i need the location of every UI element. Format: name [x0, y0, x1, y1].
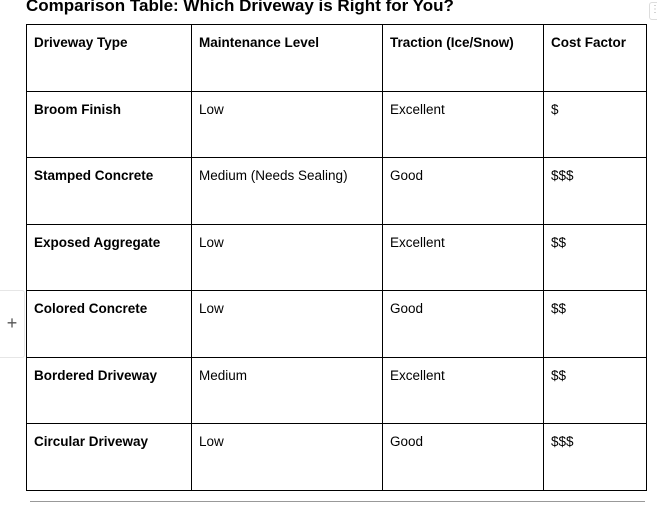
header-cell[interactable]: Cost Factor [543, 24, 647, 92]
table-row: Colored Concrete Low Good $$ [26, 290, 647, 358]
plus-icon: + [6, 313, 18, 333]
maintenance-cell[interactable]: Medium (Needs Sealing) [191, 157, 383, 225]
traction-cell[interactable]: Excellent [382, 356, 544, 424]
table-row: Stamped Concrete Medium (Needs Sealing) … [26, 157, 647, 225]
page-title: Comparison Table: Which Driveway is Righ… [26, 0, 454, 15]
header-cell[interactable]: Driveway Type [26, 24, 192, 92]
cost-cell[interactable]: $$ [543, 290, 647, 358]
driveway-type-cell[interactable]: Colored Concrete [26, 290, 192, 358]
driveway-type-cell[interactable]: Stamped Concrete [26, 157, 192, 225]
driveway-type-cell[interactable]: Exposed Aggregate [26, 223, 192, 291]
traction-cell[interactable]: Good [382, 290, 544, 358]
cost-cell[interactable]: $$ [543, 223, 647, 291]
traction-cell[interactable]: Good [382, 423, 544, 491]
traction-cell[interactable]: Good [382, 157, 544, 225]
add-row-button[interactable]: + [0, 290, 25, 358]
maintenance-cell[interactable]: Medium [191, 356, 383, 424]
maintenance-cell[interactable]: Low [191, 423, 383, 491]
driveway-type-cell[interactable]: Circular Driveway [26, 423, 192, 491]
maintenance-cell[interactable]: Low [191, 290, 383, 358]
maintenance-cell[interactable]: Low [191, 223, 383, 291]
driveway-type-cell[interactable]: Broom Finish [26, 90, 192, 158]
cost-cell[interactable]: $$$ [543, 157, 647, 225]
table-row: Circular Driveway Low Good $$$ [26, 423, 647, 491]
driveway-type-cell[interactable]: Bordered Driveway [26, 356, 192, 424]
drag-handle-icon[interactable]: ⋮ [649, 2, 657, 20]
traction-cell[interactable]: Excellent [382, 223, 544, 291]
maintenance-cell[interactable]: Low [191, 90, 383, 158]
header-cell[interactable]: Maintenance Level [191, 24, 383, 92]
cost-cell[interactable]: $ [543, 90, 647, 158]
traction-cell[interactable]: Excellent [382, 90, 544, 158]
cost-cell[interactable]: $$$ [543, 423, 647, 491]
header-cell[interactable]: Traction (Ice/Snow) [382, 24, 544, 92]
table-row: Broom Finish Low Excellent $ [26, 90, 647, 158]
comparison-table: Driveway Type Maintenance Level Traction… [26, 24, 647, 491]
table-row: Exposed Aggregate Low Excellent $$ [26, 223, 647, 291]
table-header-row: Driveway Type Maintenance Level Traction… [26, 24, 647, 92]
horizontal-rule [30, 501, 645, 502]
table-row: Bordered Driveway Medium Excellent $$ [26, 356, 647, 424]
cost-cell[interactable]: $$ [543, 356, 647, 424]
